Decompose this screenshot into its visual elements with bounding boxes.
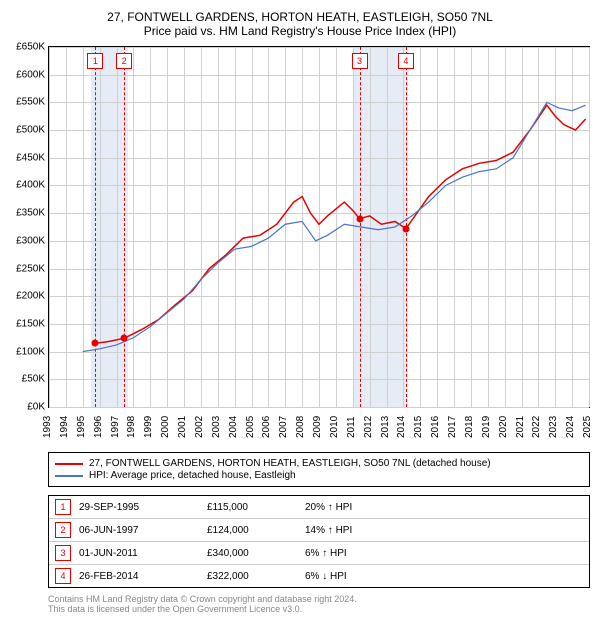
y-tick-label: £100K [16,346,45,357]
legend-label: 27, FONTWELL GARDENS, HORTON HEATH, EAST… [89,458,491,469]
price-chart: £0K£50K£100K£150K£200K£250K£300K£350K£40… [48,46,590,408]
x-tick-label: 1993 [42,416,53,438]
sale-row-date: 01-JUN-2011 [79,548,199,559]
title-line-2: Price paid vs. HM Land Registry's House … [10,24,590,38]
legend-item: HPI: Average price, detached house, East… [55,470,583,481]
y-tick-label: £400K [16,180,45,191]
x-tick-label: 2014 [396,416,407,438]
x-tick-label: 1994 [59,416,70,438]
y-axis-labels: £0K£50K£100K£150K£200K£250K£300K£350K£40… [11,47,47,407]
y-tick-label: £250K [16,263,45,274]
x-tick-label: 2025 [582,416,593,438]
sale-dot [402,225,409,232]
x-tick-label: 2016 [430,416,441,438]
y-tick-label: £600K [16,69,45,80]
legend-item: 27, FONTWELL GARDENS, HORTON HEATH, EAST… [55,458,583,469]
sale-row-marker: 3 [55,545,71,561]
x-tick-label: 2010 [329,416,340,438]
y-tick-label: £350K [16,208,45,219]
sale-row-date: 06-JUN-1997 [79,525,199,536]
sale-marker: 1 [87,53,103,69]
x-tick-label: 2024 [565,416,576,438]
x-tick-label: 2023 [548,416,559,438]
x-tick-label: 2006 [261,416,272,438]
footer-line-2: This data is licensed under the Open Gov… [48,604,590,614]
sale-dot [121,335,128,342]
x-tick-label: 2011 [346,416,357,438]
x-tick-label: 2003 [211,416,222,438]
sale-row-date: 29-SEP-1995 [79,502,199,513]
x-tick-label: 2002 [194,416,205,438]
x-tick-label: 2021 [515,416,526,438]
x-tick-label: 2017 [447,416,458,438]
x-tick-label: 1997 [110,416,121,438]
x-tick-label: 2013 [380,416,391,438]
y-tick-label: £450K [16,152,45,163]
series-property [95,105,585,343]
sale-dot [92,340,99,347]
x-tick-label: 2001 [177,416,188,438]
x-tick-label: 2022 [531,416,542,438]
x-tick-label: 2008 [295,416,306,438]
sale-row: 2 06-JUN-1997 £124,000 14% ↑ HPI [49,518,589,541]
x-tick-label: 1999 [143,416,154,438]
title-line-1: 27, FONTWELL GARDENS, HORTON HEATH, EAST… [10,10,590,24]
chart-plot-area [49,47,589,407]
sale-row: 3 01-JUN-2011 £340,000 6% ↑ HPI [49,541,589,564]
chart-legend: 27, FONTWELL GARDENS, HORTON HEATH, EAST… [48,452,590,487]
sale-row-marker: 2 [55,522,71,538]
x-tick-label: 1998 [126,416,137,438]
x-tick-label: 2005 [245,416,256,438]
sale-marker: 3 [352,53,368,69]
sale-row-pct: 14% ↑ HPI [305,525,405,536]
x-tick-label: 2012 [363,416,374,438]
sale-row-pct: 6% ↓ HPI [305,571,405,582]
y-tick-label: £150K [16,318,45,329]
x-tick-label: 2004 [228,416,239,438]
sale-marker: 4 [398,53,414,69]
x-tick-label: 1996 [93,416,104,438]
x-tick-label: 2018 [464,416,475,438]
sale-row: 4 26-FEB-2014 £322,000 6% ↓ HPI [49,564,589,587]
legend-label: HPI: Average price, detached house, East… [89,470,296,481]
sale-row-marker: 4 [55,568,71,584]
y-tick-label: £200K [16,291,45,302]
y-tick-label: £300K [16,235,45,246]
x-tick-label: 2000 [160,416,171,438]
x-tick-label: 1995 [76,416,87,438]
sale-row-price: £115,000 [207,502,297,513]
x-tick-label: 2019 [481,416,492,438]
chart-title: 27, FONTWELL GARDENS, HORTON HEATH, EAST… [10,10,590,38]
x-tick-label: 2007 [278,416,289,438]
x-tick-label: 2020 [498,416,509,438]
series-hpi [83,102,586,351]
y-tick-label: £650K [16,42,45,53]
sale-row-marker: 1 [55,499,71,515]
sale-row-pct: 6% ↑ HPI [305,548,405,559]
y-tick-label: £0K [27,402,45,413]
sale-row-date: 26-FEB-2014 [79,571,199,582]
sale-dot [356,215,363,222]
legend-swatch [55,463,83,465]
x-tick-label: 2015 [413,416,424,438]
x-tick-label: 2009 [312,416,323,438]
sale-row: 1 29-SEP-1995 £115,000 20% ↑ HPI [49,496,589,518]
sale-row-price: £124,000 [207,525,297,536]
y-tick-label: £50K [22,374,45,385]
x-axis-labels: 1993199419951996199719981999200020012002… [48,408,590,442]
sale-row-pct: 20% ↑ HPI [305,502,405,513]
legend-swatch [55,475,83,477]
sale-row-price: £340,000 [207,548,297,559]
footer-line-1: Contains HM Land Registry data © Crown c… [48,594,590,604]
footer-attribution: Contains HM Land Registry data © Crown c… [48,594,590,614]
y-tick-label: £500K [16,125,45,136]
sales-table: 1 29-SEP-1995 £115,000 20% ↑ HPI 2 06-JUN-199… [48,495,590,588]
sale-row-price: £322,000 [207,571,297,582]
sale-marker: 2 [116,53,132,69]
y-tick-label: £550K [16,97,45,108]
